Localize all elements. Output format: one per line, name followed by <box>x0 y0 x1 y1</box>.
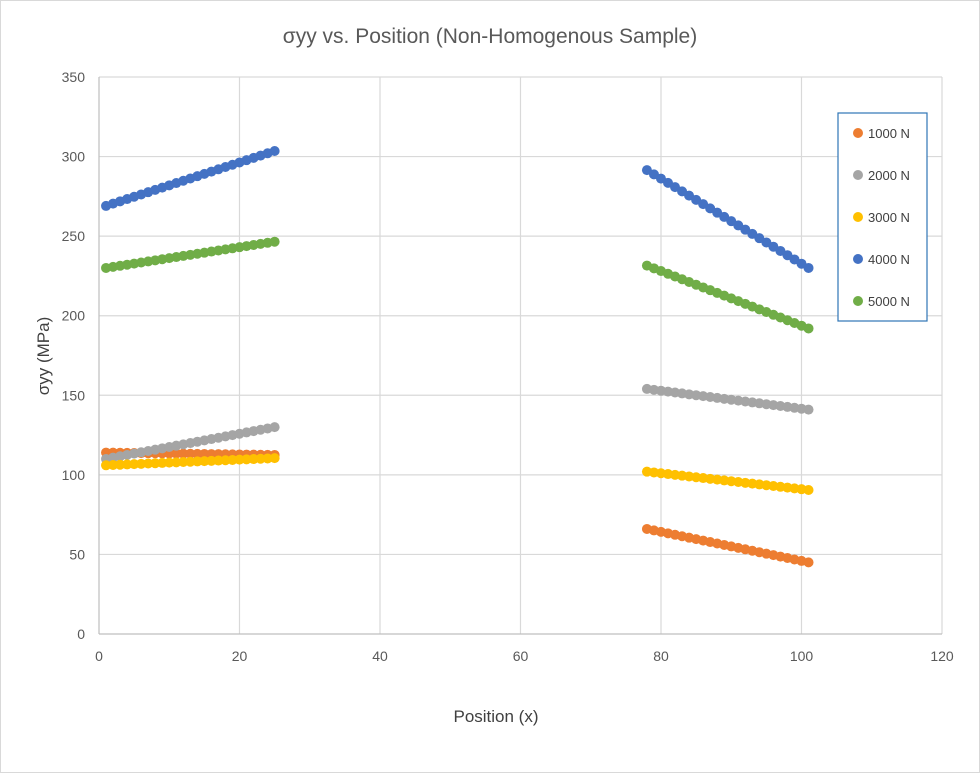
legend-marker <box>853 254 863 264</box>
x-tick-label: 100 <box>790 648 814 664</box>
data-point <box>143 458 154 469</box>
y-tick-labels: 0 50 100 150 200 250 300 350 <box>62 69 86 642</box>
series-2000-n <box>101 383 814 464</box>
data-point <box>185 448 196 459</box>
y-tick-label: 350 <box>62 69 86 85</box>
legend-marker <box>853 128 863 138</box>
data-point <box>206 455 217 466</box>
y-tick-label: 0 <box>77 626 85 642</box>
data-point <box>213 455 224 466</box>
legend-marker <box>853 212 863 222</box>
chart-title: σyy vs. Position (Non-Homogenous Sample) <box>283 25 697 48</box>
data-point <box>136 458 147 469</box>
x-tick-label: 60 <box>513 648 529 664</box>
data-point <box>803 404 814 415</box>
series-1000-n <box>101 447 814 568</box>
gridlines <box>99 76 943 634</box>
data-point <box>269 422 280 433</box>
data-point <box>178 457 189 468</box>
legend-label: 4000 N <box>868 252 910 267</box>
series-5000-n <box>101 236 814 334</box>
data-points <box>101 146 814 568</box>
data-point <box>269 236 280 247</box>
legend-label: 2000 N <box>868 168 910 183</box>
data-point <box>227 454 238 465</box>
data-point <box>803 262 814 273</box>
x-axis-label: Position (x) <box>453 707 538 726</box>
data-point <box>192 448 203 459</box>
legend-marker <box>853 296 863 306</box>
data-point <box>220 455 231 466</box>
data-point <box>269 146 280 157</box>
x-tick-label: 120 <box>930 648 954 664</box>
data-point <box>234 454 245 465</box>
data-point <box>171 457 182 468</box>
data-point <box>129 459 140 470</box>
data-point <box>248 454 259 465</box>
data-point <box>241 454 252 465</box>
data-point <box>101 460 112 471</box>
x-tick-label: 80 <box>653 648 669 664</box>
y-tick-label: 200 <box>62 308 86 324</box>
data-point <box>157 457 168 468</box>
data-point <box>150 458 161 469</box>
legend: 1000 N 2000 N 3000 N 4000 N 5000 N <box>837 112 928 322</box>
axes <box>98 77 942 635</box>
y-tick-label: 250 <box>62 228 86 244</box>
y-axis-label: σyy (MPa) <box>34 317 53 396</box>
data-point <box>803 484 814 495</box>
data-point <box>122 459 133 470</box>
x-tick-label: 0 <box>95 648 103 664</box>
y-tick-label: 50 <box>69 546 85 562</box>
x-tick-labels: 0 20 40 60 80 100 120 <box>95 648 954 664</box>
series-3000-n <box>101 453 814 495</box>
legend-label: 3000 N <box>868 210 910 225</box>
series-4000-n <box>101 146 814 273</box>
x-tick-label: 20 <box>232 648 248 664</box>
data-point <box>108 460 119 471</box>
legend-box <box>837 112 928 322</box>
data-point <box>199 456 210 467</box>
legend-marker <box>853 170 863 180</box>
y-tick-label: 150 <box>62 387 86 403</box>
data-point <box>803 557 814 568</box>
data-point <box>185 456 196 467</box>
y-tick-label: 300 <box>62 149 86 165</box>
legend-label: 5000 N <box>868 294 910 309</box>
x-tick-label: 40 <box>372 648 388 664</box>
data-point <box>192 456 203 467</box>
data-point <box>115 459 126 470</box>
data-point <box>199 448 210 459</box>
data-point <box>255 453 266 464</box>
data-point <box>164 457 175 468</box>
legend-label: 1000 N <box>868 126 910 141</box>
data-point <box>262 453 273 464</box>
data-point <box>803 323 814 334</box>
y-tick-label: 100 <box>62 467 86 483</box>
data-point <box>171 448 182 459</box>
data-point <box>269 453 280 464</box>
data-point <box>178 448 189 459</box>
